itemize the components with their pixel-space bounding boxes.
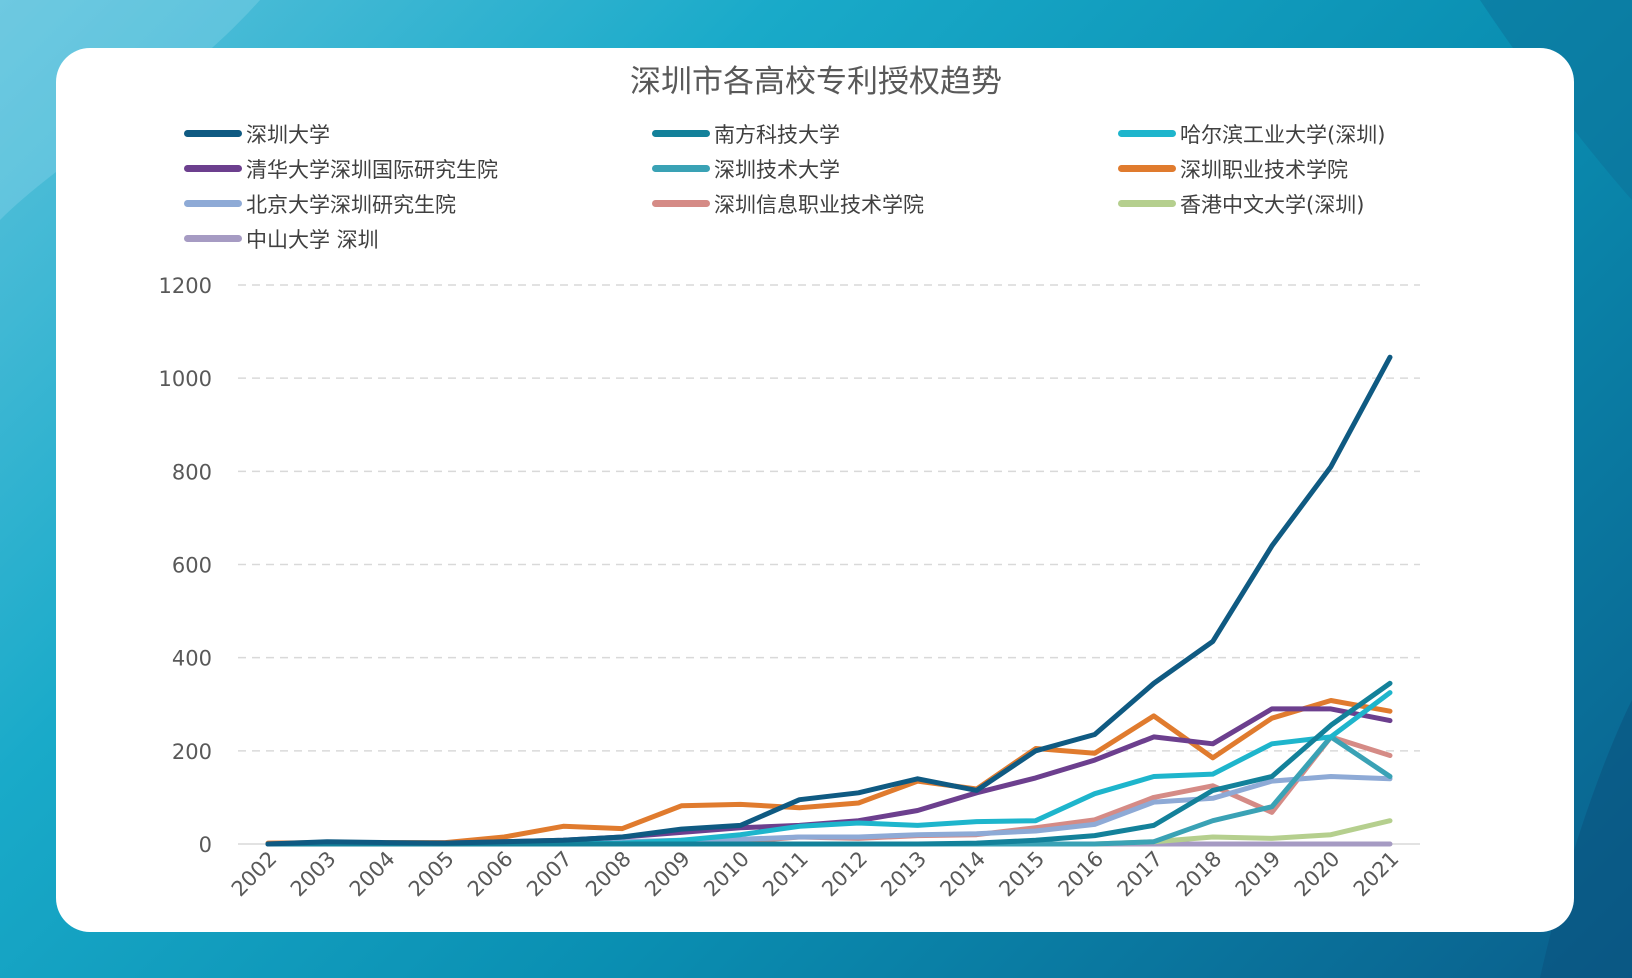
- y-tick-label: 1000: [159, 367, 212, 391]
- x-tick-label: 2008: [581, 847, 636, 902]
- x-tick-label: 2018: [1172, 847, 1227, 902]
- x-tick-label: 2012: [817, 847, 872, 902]
- y-tick-label: 400: [172, 647, 212, 671]
- legend-item: 深圳信息职业技术学院: [652, 188, 1118, 219]
- y-tick-label: 200: [172, 740, 212, 764]
- x-tick-label: 2011: [758, 847, 813, 902]
- legend-label: 深圳技术大学: [714, 157, 840, 182]
- x-tick-label: 2007: [522, 847, 577, 902]
- legend-item: 南方科技大学: [652, 118, 1118, 149]
- legend-swatch: [652, 165, 710, 172]
- x-tick-label: 2014: [935, 847, 990, 902]
- legend-label: 清华大学深圳国际研究生院: [246, 157, 498, 182]
- x-tick-label: 2003: [286, 847, 341, 902]
- legend-label: 中山大学 深圳: [246, 227, 379, 252]
- x-tick-label: 2010: [699, 847, 754, 902]
- x-tick-label: 2021: [1349, 847, 1404, 902]
- x-tick-label: 2006: [463, 847, 518, 902]
- legend-swatch: [1118, 130, 1176, 137]
- chart-card: [56, 48, 1574, 932]
- legend-item: 中山大学 深圳: [184, 223, 652, 254]
- legend-item: 深圳大学: [184, 118, 652, 149]
- y-tick-label: 800: [172, 460, 212, 484]
- legend-swatch: [184, 130, 242, 137]
- legend-item: 清华大学深圳国际研究生院: [184, 153, 652, 184]
- x-tick-label: 2020: [1290, 847, 1345, 902]
- legend-label: 北京大学深圳研究生院: [246, 192, 456, 217]
- legend-label: 哈尔滨工业大学(深圳): [1180, 122, 1386, 147]
- x-tick-label: 2009: [640, 847, 695, 902]
- legend-swatch: [652, 130, 710, 137]
- x-tick-label: 2002: [227, 847, 282, 902]
- legend-item: 北京大学深圳研究生院: [184, 188, 652, 219]
- legend-label: 南方科技大学: [714, 122, 840, 147]
- x-tick-label: 2004: [345, 847, 400, 902]
- y-tick-label: 600: [172, 554, 212, 578]
- legend-swatch: [184, 200, 242, 207]
- legend-swatch: [652, 200, 710, 207]
- legend-swatch: [184, 235, 242, 242]
- legend-label: 深圳职业技术学院: [1180, 157, 1348, 182]
- x-tick-label: 2017: [1113, 847, 1168, 902]
- chart-legend: 深圳大学 南方科技大学 哈尔滨工业大学(深圳) 清华大学深圳国际研究生院 深圳技术大学深…: [184, 118, 1444, 254]
- legend-item: 哈尔滨工业大学(深圳): [1118, 118, 1444, 149]
- legend-swatch: [1118, 200, 1176, 207]
- legend-item: 香港中文大学(深圳): [1118, 188, 1444, 219]
- y-tick-label: 1200: [159, 274, 212, 298]
- x-tick-label: 2015: [994, 847, 1049, 902]
- legend-label: 香港中文大学(深圳): [1180, 192, 1365, 217]
- x-tick-label: 2005: [404, 847, 459, 902]
- legend-item: 深圳技术大学: [652, 153, 1118, 184]
- x-tick-label: 2016: [1054, 847, 1109, 902]
- legend-swatch: [184, 165, 242, 172]
- y-tick-label: 0: [199, 833, 212, 857]
- legend-item: 深圳职业技术学院: [1118, 153, 1444, 184]
- legend-swatch: [1118, 165, 1176, 172]
- x-tick-label: 2019: [1231, 847, 1286, 902]
- legend-label: 深圳信息职业技术学院: [714, 192, 924, 217]
- x-tick-label: 2013: [876, 847, 931, 902]
- chart-title: 深圳市各高校专利授权趋势: [630, 64, 1002, 100]
- legend-label: 深圳大学: [246, 122, 330, 147]
- series-line: [265, 354, 1393, 847]
